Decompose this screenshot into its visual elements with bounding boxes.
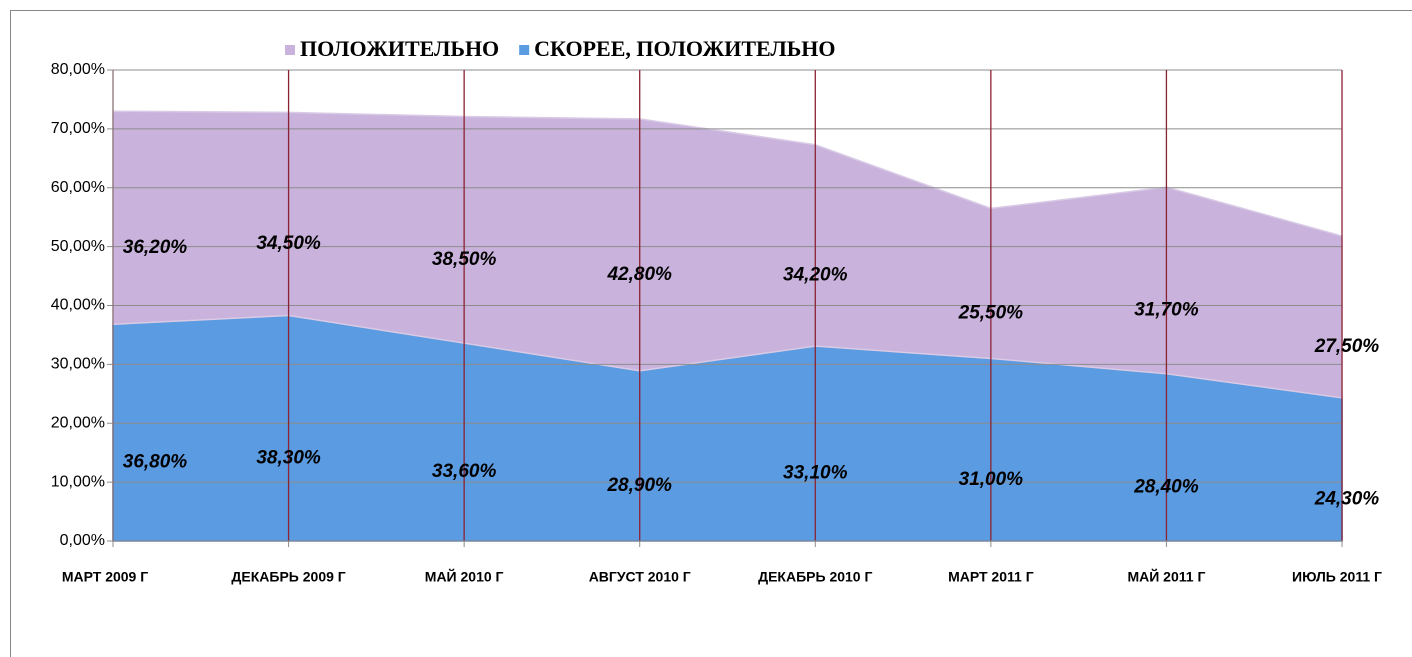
legend-swatch (519, 45, 530, 55)
value-label: 38,50% (432, 249, 497, 270)
value-label: 34,50% (256, 233, 321, 254)
y-tick-label: 70,00% (51, 120, 105, 137)
chart-border (10, 10, 1412, 657)
x-tick-label: МАЙ 2010 Г (425, 568, 504, 585)
y-tick-label: 20,00% (51, 414, 105, 431)
y-tick-label: 50,00% (51, 238, 105, 255)
y-tick-label: 40,00% (51, 297, 105, 314)
value-label: 36,80% (123, 452, 188, 473)
value-label: 27,50% (1314, 336, 1380, 357)
value-label: 42,80% (606, 264, 672, 285)
value-label: 25,50% (958, 302, 1024, 323)
x-tick-label: ДЕКАБРЬ 2009 Г (231, 569, 345, 585)
legend-swatch (285, 45, 295, 55)
y-tick-label: 60,00% (51, 179, 105, 196)
value-label: 28,90% (606, 475, 672, 496)
y-tick-label: 0,00% (60, 532, 105, 549)
x-tick-label: ИЮЛЬ 2011 Г (1292, 569, 1382, 585)
value-label: 28,40% (1133, 476, 1199, 497)
x-tick-label: МАЙ 2011 Г (1127, 568, 1205, 585)
value-label: 38,30% (256, 447, 321, 468)
value-label: 33,10% (783, 463, 848, 484)
y-tick-label: 80,00% (51, 61, 105, 78)
value-label: 24,30% (1314, 488, 1380, 509)
y-tick-label: 10,00% (51, 473, 105, 490)
value-label: 31,00% (959, 469, 1024, 490)
x-tick-label: ДЕКАБРЬ 2010 Г (758, 569, 872, 585)
value-label: 31,70% (1134, 299, 1199, 320)
value-label: 33,60% (432, 461, 497, 482)
legend-label: ПОЛОЖИТЕЛЬНО (300, 36, 499, 61)
x-tick-label: МАРТ 2009 Г (62, 569, 148, 585)
value-label: 36,20% (123, 237, 188, 258)
x-tick-label: МАРТ 2011 Г (948, 569, 1034, 585)
legend-label: СКОРЕЕ, ПОЛОЖИТЕЛЬНО (534, 36, 835, 61)
x-tick-label: АВГУСТ 2010 Г (589, 569, 691, 585)
value-label: 34,20% (783, 264, 848, 285)
y-tick-label: 30,00% (51, 356, 105, 373)
